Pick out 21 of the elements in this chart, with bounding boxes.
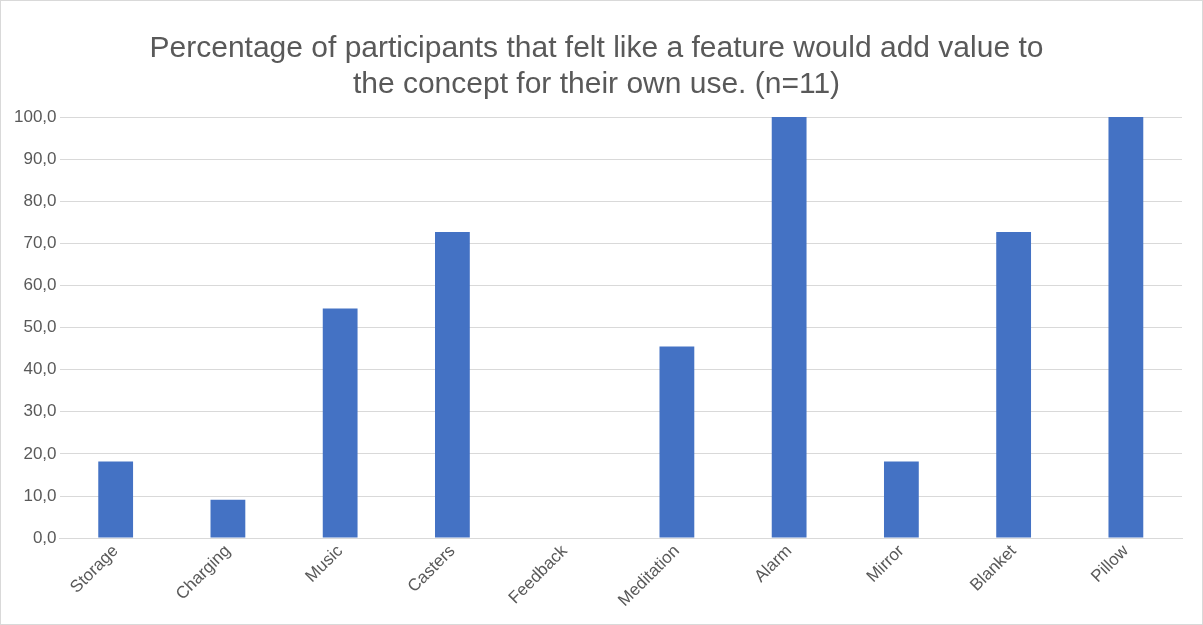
bar	[98, 461, 134, 538]
y-tick-label: 60,0	[23, 275, 57, 295]
y-tick-label: 70,0	[23, 233, 57, 253]
bar	[435, 231, 470, 538]
bar	[322, 308, 358, 538]
y-tick-label: 80,0	[23, 190, 57, 210]
y-tick-label: 90,0	[23, 148, 57, 168]
y-tick-label: 40,0	[23, 359, 57, 379]
y-tick-label: 0,0	[32, 527, 57, 547]
bar	[1108, 117, 1144, 538]
bar	[210, 499, 246, 538]
y-tick-label: 30,0	[23, 401, 57, 421]
y-tick-label: 20,0	[23, 443, 57, 463]
bar	[659, 346, 695, 538]
bar	[771, 117, 807, 538]
y-tick-label: 100,0	[13, 106, 57, 126]
bar	[996, 231, 1032, 538]
bar	[883, 461, 919, 538]
chart-title: Percentage of participants that felt like a feature would add value to the concept for their own use. (n=11)	[149, 30, 1044, 100]
y-tick-label: 50,0	[23, 317, 57, 337]
y-tick-label: 10,0	[23, 485, 57, 505]
